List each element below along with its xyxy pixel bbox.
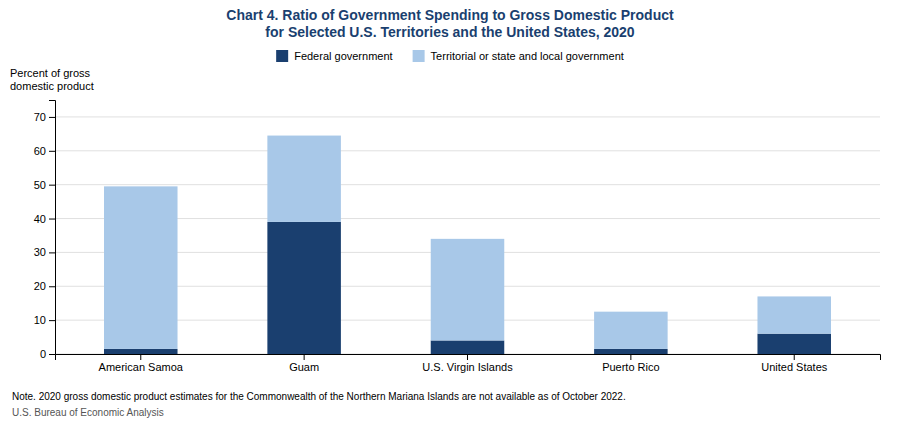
legend-label: Federal government <box>294 50 392 62</box>
bars <box>104 136 831 354</box>
tick-label: U.S. Virgin Islands <box>422 361 513 373</box>
bar <box>431 340 505 354</box>
bar <box>757 296 831 333</box>
title: Chart 4. Ratio of Government Spending to… <box>226 7 674 40</box>
bar <box>757 334 831 354</box>
tick: 60 <box>34 145 55 157</box>
bar <box>104 349 178 354</box>
legend-swatch <box>276 50 288 62</box>
bar <box>267 222 341 354</box>
tick-mark <box>49 286 55 287</box>
grid-line <box>55 184 880 185</box>
tick-mark <box>49 354 55 355</box>
tick-label: 70 <box>34 111 46 123</box>
tick-mark <box>140 354 141 360</box>
legend-item: Federal government <box>276 50 392 62</box>
tick: American Samoa <box>99 354 184 373</box>
grid-line <box>55 116 880 117</box>
tick: United States <box>761 354 828 373</box>
bar <box>104 186 178 349</box>
legend-swatch <box>413 50 425 62</box>
legend-label: Territorial or state and local governmen… <box>431 50 624 62</box>
series <box>104 222 831 354</box>
tick: 70 <box>34 111 55 123</box>
axis-line <box>49 101 56 355</box>
tick-label: Guam <box>289 361 319 373</box>
tick-label: United States <box>761 361 828 373</box>
chart: Chart 4. Ratio of Government Spending to… <box>0 0 900 426</box>
bar <box>594 349 668 354</box>
tick-label: 30 <box>34 246 46 258</box>
annotation: Note. 2020 gross domestic product estima… <box>12 391 626 402</box>
tick-mark <box>794 354 795 360</box>
plot: 0 10 20 30 40 50 60 70 American Samoa Guam U.S. Vi… <box>34 101 881 373</box>
tick: 50 <box>34 179 55 191</box>
tick-label: 0 <box>40 348 46 360</box>
legend: Federal government Territorial or state a… <box>276 50 624 62</box>
tick: 10 <box>34 314 55 326</box>
tick-label: 10 <box>34 314 46 326</box>
x-axis: American Samoa Guam U.S. Virgin Islands Pue… <box>56 354 881 373</box>
series <box>104 136 831 349</box>
tick-mark <box>49 117 55 118</box>
tick: 0 <box>40 348 55 360</box>
bar <box>594 312 668 349</box>
axis-line <box>56 355 881 361</box>
tick-label: Puerto Rico <box>602 361 659 373</box>
tick-label: American Samoa <box>99 361 184 373</box>
tick: 40 <box>34 213 55 225</box>
bar <box>267 136 341 222</box>
y-axis-label: Percent of grossdomestic product <box>10 67 94 92</box>
bar <box>431 239 505 341</box>
y-axis: 0 10 20 30 40 50 60 70 <box>34 101 56 361</box>
annotation: U.S. Bureau of Economic Analysis <box>12 407 164 418</box>
tick-label: 60 <box>34 145 46 157</box>
tick-mark <box>49 219 55 220</box>
tick-mark <box>304 354 305 360</box>
tick-mark <box>49 252 55 253</box>
tick-mark <box>49 320 55 321</box>
grid-line <box>55 150 880 151</box>
tick: Puerto Rico <box>602 354 659 373</box>
tick-label: 40 <box>34 213 46 225</box>
tick: Guam <box>289 354 319 373</box>
tick-mark <box>467 354 468 360</box>
tick: 30 <box>34 246 55 258</box>
grid <box>55 117 880 354</box>
tick-mark <box>49 185 55 186</box>
tick-mark <box>49 151 55 152</box>
tick: 20 <box>34 280 55 292</box>
tick: U.S. Virgin Islands <box>422 354 513 373</box>
tick-label: 50 <box>34 179 46 191</box>
tick-label: 20 <box>34 280 46 292</box>
tick-mark <box>630 354 631 360</box>
legend-item: Territorial or state and local governmen… <box>413 50 624 62</box>
grid-line <box>55 218 880 219</box>
